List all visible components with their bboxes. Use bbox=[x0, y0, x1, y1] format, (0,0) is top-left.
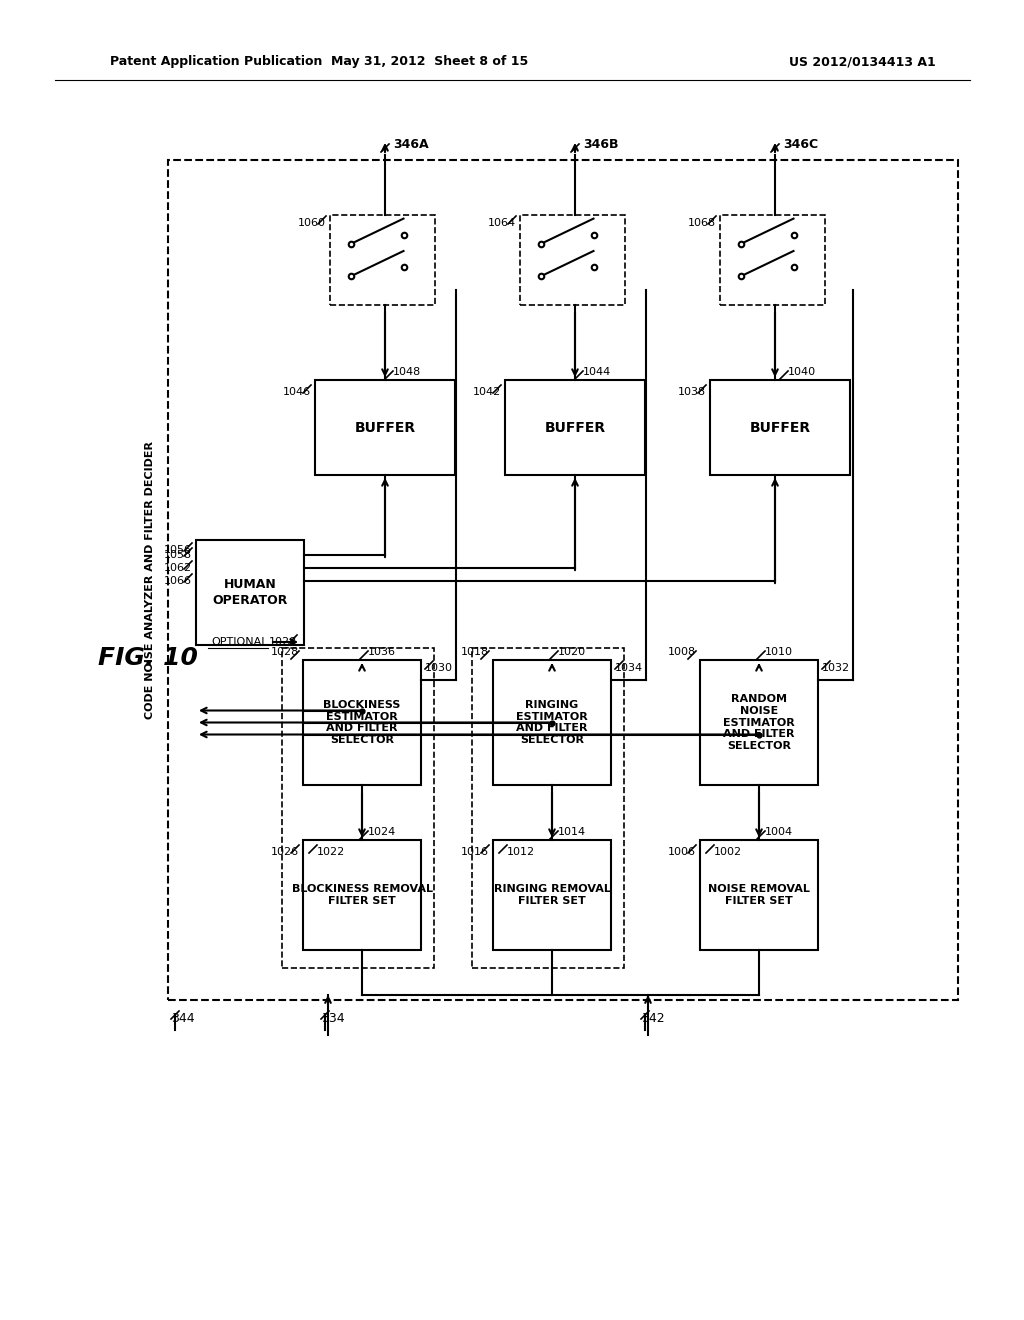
Bar bbox=[303, 660, 421, 785]
Text: 346B: 346B bbox=[583, 139, 618, 152]
Text: 1006: 1006 bbox=[668, 847, 696, 857]
Text: BUFFER: BUFFER bbox=[354, 421, 416, 434]
Text: May 31, 2012  Sheet 8 of 15: May 31, 2012 Sheet 8 of 15 bbox=[332, 55, 528, 69]
Text: 1064: 1064 bbox=[487, 218, 516, 228]
Text: 1036: 1036 bbox=[368, 647, 396, 657]
Text: 1018: 1018 bbox=[461, 647, 489, 657]
Text: 334: 334 bbox=[321, 1011, 345, 1024]
Bar bbox=[315, 380, 455, 475]
Bar bbox=[330, 215, 435, 305]
Text: 1038: 1038 bbox=[678, 387, 706, 397]
Bar bbox=[472, 648, 624, 968]
Text: 1020: 1020 bbox=[558, 647, 586, 657]
Text: FIG. 10: FIG. 10 bbox=[98, 645, 198, 671]
Text: 1030: 1030 bbox=[425, 663, 453, 673]
Text: BLOCKINESS REMOVAL
FILTER SET: BLOCKINESS REMOVAL FILTER SET bbox=[292, 884, 432, 906]
Text: 1068: 1068 bbox=[688, 218, 716, 228]
Text: 1014: 1014 bbox=[558, 828, 586, 837]
Text: 1016: 1016 bbox=[461, 847, 489, 857]
Text: 1042: 1042 bbox=[473, 387, 501, 397]
Text: 1062: 1062 bbox=[164, 564, 193, 573]
Text: Patent Application Publication: Patent Application Publication bbox=[110, 55, 323, 69]
Text: 1022: 1022 bbox=[317, 847, 345, 857]
Text: 1032: 1032 bbox=[822, 663, 850, 673]
Bar bbox=[720, 215, 825, 305]
Text: BLOCKINESS
ESTIMATOR
AND FILTER
SELECTOR: BLOCKINESS ESTIMATOR AND FILTER SELECTOR bbox=[324, 700, 400, 744]
Bar bbox=[505, 380, 645, 475]
Bar bbox=[282, 648, 434, 968]
Text: 1044: 1044 bbox=[583, 367, 611, 378]
Bar bbox=[493, 660, 611, 785]
Text: 344: 344 bbox=[171, 1011, 195, 1024]
Text: 1048: 1048 bbox=[393, 367, 421, 378]
Text: RANDOM
NOISE
ESTIMATOR
AND FILTER
SELECTOR: RANDOM NOISE ESTIMATOR AND FILTER SELECT… bbox=[723, 694, 795, 751]
Text: 1058: 1058 bbox=[164, 550, 193, 560]
Text: CODE NOISE ANALYZER AND FILTER DECIDER: CODE NOISE ANALYZER AND FILTER DECIDER bbox=[145, 441, 155, 719]
Text: OPTIONAL: OPTIONAL bbox=[212, 638, 268, 647]
Text: 346A: 346A bbox=[393, 139, 429, 152]
Text: 1026: 1026 bbox=[271, 847, 299, 857]
Text: 1008: 1008 bbox=[668, 647, 696, 657]
Text: RINGING
ESTIMATOR
AND FILTER
SELECTOR: RINGING ESTIMATOR AND FILTER SELECTOR bbox=[516, 700, 588, 744]
Bar bbox=[700, 660, 818, 785]
Text: 1060: 1060 bbox=[298, 218, 326, 228]
Bar bbox=[168, 160, 958, 1001]
Bar bbox=[710, 380, 850, 475]
Text: 1028: 1028 bbox=[270, 647, 299, 657]
Text: RINGING REMOVAL
FILTER SET: RINGING REMOVAL FILTER SET bbox=[494, 884, 610, 906]
Text: US 2012/0134413 A1: US 2012/0134413 A1 bbox=[788, 55, 935, 69]
Bar bbox=[493, 840, 611, 950]
Text: 1028: 1028 bbox=[268, 638, 297, 647]
Text: BUFFER: BUFFER bbox=[750, 421, 811, 434]
Text: 1040: 1040 bbox=[788, 367, 816, 378]
Bar bbox=[303, 840, 421, 950]
Text: 1066: 1066 bbox=[164, 576, 193, 586]
Text: 1002: 1002 bbox=[714, 847, 742, 857]
Text: 1056: 1056 bbox=[164, 545, 193, 554]
Text: NOISE REMOVAL
FILTER SET: NOISE REMOVAL FILTER SET bbox=[708, 884, 810, 906]
Text: 1004: 1004 bbox=[765, 828, 794, 837]
Text: 1012: 1012 bbox=[507, 847, 536, 857]
Text: HUMAN
OPERATOR: HUMAN OPERATOR bbox=[212, 578, 288, 606]
Text: 1034: 1034 bbox=[615, 663, 643, 673]
Bar bbox=[520, 215, 625, 305]
Text: 1010: 1010 bbox=[765, 647, 793, 657]
Text: 1024: 1024 bbox=[368, 828, 396, 837]
Text: 342: 342 bbox=[641, 1011, 665, 1024]
Text: 1046: 1046 bbox=[283, 387, 311, 397]
Text: 346C: 346C bbox=[783, 139, 818, 152]
Text: BUFFER: BUFFER bbox=[545, 421, 605, 434]
Bar bbox=[700, 840, 818, 950]
Bar bbox=[196, 540, 304, 645]
